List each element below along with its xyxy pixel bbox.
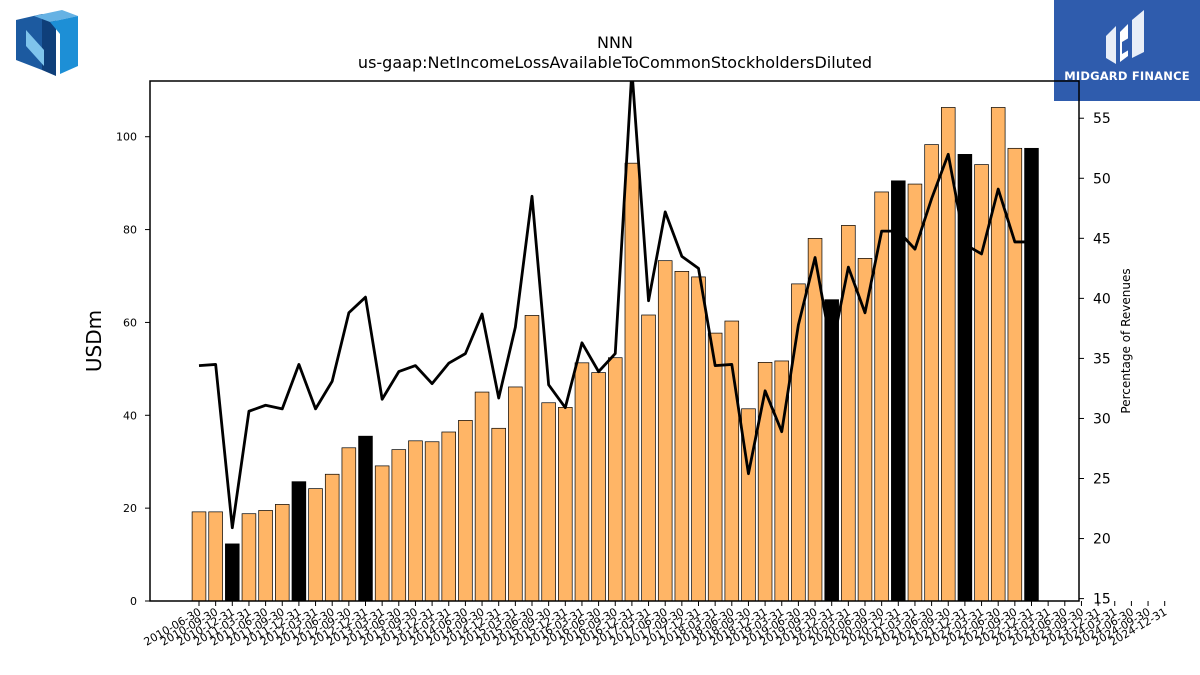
bar — [374, 465, 390, 602]
y2-tick-label: 35 — [1093, 351, 1111, 367]
bar — [208, 511, 223, 602]
y2-tick-label: 55 — [1093, 111, 1111, 127]
bar — [807, 238, 823, 602]
y2-tick-label: 50 — [1093, 171, 1111, 187]
y-tick-label: 0 — [130, 595, 137, 608]
bar — [1007, 147, 1023, 602]
bar — [990, 107, 1006, 602]
bar — [558, 407, 573, 602]
bar — [291, 481, 307, 602]
bar — [441, 431, 457, 602]
y2-axis-label: Percentage of Revenues — [1119, 268, 1133, 413]
bar — [674, 271, 690, 602]
bar — [308, 488, 323, 602]
bar — [707, 332, 723, 602]
bar — [358, 435, 373, 602]
bar — [757, 362, 773, 602]
bar — [624, 162, 640, 602]
y2-tick-label: 45 — [1093, 231, 1111, 247]
y2-tick-label: 25 — [1093, 472, 1111, 488]
bar — [225, 543, 240, 602]
bar — [657, 260, 673, 602]
nnn-logo-icon — [12, 4, 84, 80]
bar — [491, 427, 506, 602]
y-tick-label: 20 — [123, 502, 137, 515]
plot-frame — [149, 80, 1080, 602]
y2-tick-label: 30 — [1093, 411, 1111, 427]
bar — [508, 386, 523, 602]
brand-name: MIDGARD FINANCE — [1064, 69, 1190, 83]
bar — [341, 447, 357, 602]
bar — [241, 513, 257, 602]
bar — [474, 391, 490, 602]
y2-tick-label: 20 — [1093, 532, 1111, 548]
bar — [191, 511, 207, 602]
bar — [258, 510, 273, 602]
y-tick-label: 80 — [123, 224, 137, 237]
y2-tick-label: 15 — [1093, 592, 1111, 608]
bar — [591, 372, 606, 602]
bar — [574, 362, 590, 602]
series-line-pct-revenues — [198, 81, 1032, 530]
bar — [691, 276, 706, 602]
bar — [541, 402, 556, 602]
bar — [324, 473, 340, 602]
bar — [424, 441, 440, 602]
bar — [891, 180, 906, 602]
bar — [275, 504, 290, 602]
bar — [607, 357, 623, 602]
midgard-mark-icon — [1102, 8, 1152, 66]
y-tick-label: 100 — [116, 131, 137, 144]
y-tick-label: 60 — [123, 316, 137, 329]
chart-subtitle: us-gaap:NetIncomeLossAvailableToCommonSt… — [358, 53, 872, 72]
y-tick-label: 40 — [123, 409, 137, 422]
y2-tick-label: 40 — [1093, 291, 1111, 307]
chart-title: NNN — [597, 33, 633, 52]
bar — [408, 440, 423, 602]
bar — [391, 449, 407, 602]
bar — [458, 420, 473, 602]
bar — [524, 315, 540, 602]
bar — [641, 314, 656, 602]
brand-badge: MIDGARD FINANCE — [1054, 0, 1200, 101]
bar — [1024, 147, 1039, 602]
y-axis-label: USDm — [82, 310, 106, 372]
